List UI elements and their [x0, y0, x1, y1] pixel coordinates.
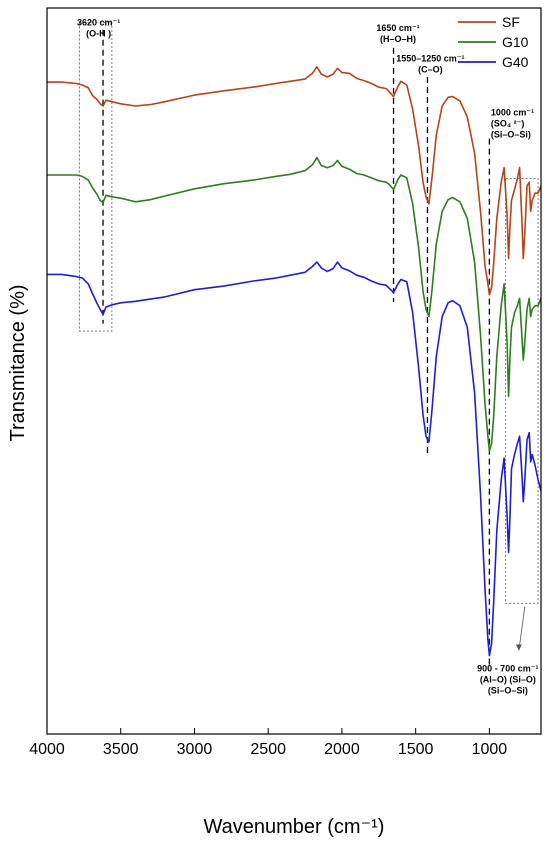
x-tick-label-2500: 2500: [250, 741, 286, 758]
legend-label-g10: G10: [502, 34, 529, 50]
highlight-regions: [79, 22, 539, 604]
peak-annotation-3: 1000 cm⁻¹(SO₄ ²⁻)(Si–O–Si): [491, 107, 534, 139]
highlight-region-1: [505, 178, 539, 604]
peak-annotation-4-line-2: (Si–O–Si): [488, 686, 528, 696]
dashed-markers: [102, 29, 526, 666]
legend-label-sf: SF: [502, 14, 520, 30]
x-axis-ticks: 4000 3500 3000 2500 2000 1500 1000: [29, 728, 507, 758]
peak-annotation-4-line-1: (Al–O) (Si–O): [480, 675, 536, 685]
annotation-arrow-head: [515, 644, 522, 651]
peak-annotation-0-line-0: 3620 cm⁻¹: [77, 17, 120, 27]
x-tick-label-1000: 1000: [472, 741, 508, 758]
peak-annotation-2-line-0: 1550–1250 cm⁻¹: [396, 54, 464, 64]
legend-label-g40: G40: [502, 54, 529, 70]
peak-annotation-3-line-1: (SO₄ ²⁻): [491, 118, 525, 128]
legend: SF G10 G40: [458, 14, 529, 70]
peak-annotation-1-line-1: (H–O–H): [380, 34, 416, 44]
series-line-g10: [47, 156, 542, 452]
peak-annotation-4: 900 - 700 cm⁻¹(Al–O) (Si–O)(Si–O–Si): [477, 664, 538, 696]
x-tick-label-3500: 3500: [103, 741, 139, 758]
peak-annotation-3-line-0: 1000 cm⁻¹: [491, 107, 534, 117]
series-line-sf: [47, 66, 542, 296]
x-tick-label-3000: 3000: [177, 741, 213, 758]
y-axis-title: Transmitance (%): [7, 284, 29, 441]
highlight-region-0: [79, 22, 113, 332]
peak-annotations: 3620 cm⁻¹(O-H ) 1650 cm⁻¹(H–O–H) 1550–1250…: [77, 17, 538, 695]
annotation-arrow-line: [518, 606, 526, 651]
x-tick-label-4000: 4000: [29, 741, 65, 758]
series-lines: [47, 66, 542, 657]
plot-frame: [46, 7, 542, 735]
peak-annotation-1-line-0: 1650 cm⁻¹: [376, 23, 419, 33]
peak-annotation-2: 1550–1250 cm⁻¹(C–O): [396, 54, 464, 75]
x-tick-label-2000: 2000: [324, 741, 360, 758]
peak-annotation-2-line-1: (C–O): [418, 65, 443, 75]
peak-annotation-0-line-1: (O-H ): [86, 28, 111, 38]
peak-annotation-4-line-0: 900 - 700 cm⁻¹: [477, 664, 538, 674]
peak-annotation-1: 1650 cm⁻¹(H–O–H): [376, 23, 419, 44]
x-tick-label-1500: 1500: [398, 741, 434, 758]
peak-annotation-3-line-2: (Si–O–Si): [491, 129, 531, 139]
plot-frame-rect: [46, 7, 542, 735]
x-axis-title: Wavenumber (cm⁻¹): [204, 816, 385, 838]
series-line-g40: [47, 261, 542, 657]
peak-annotation-0: 3620 cm⁻¹(O-H ): [77, 17, 120, 38]
